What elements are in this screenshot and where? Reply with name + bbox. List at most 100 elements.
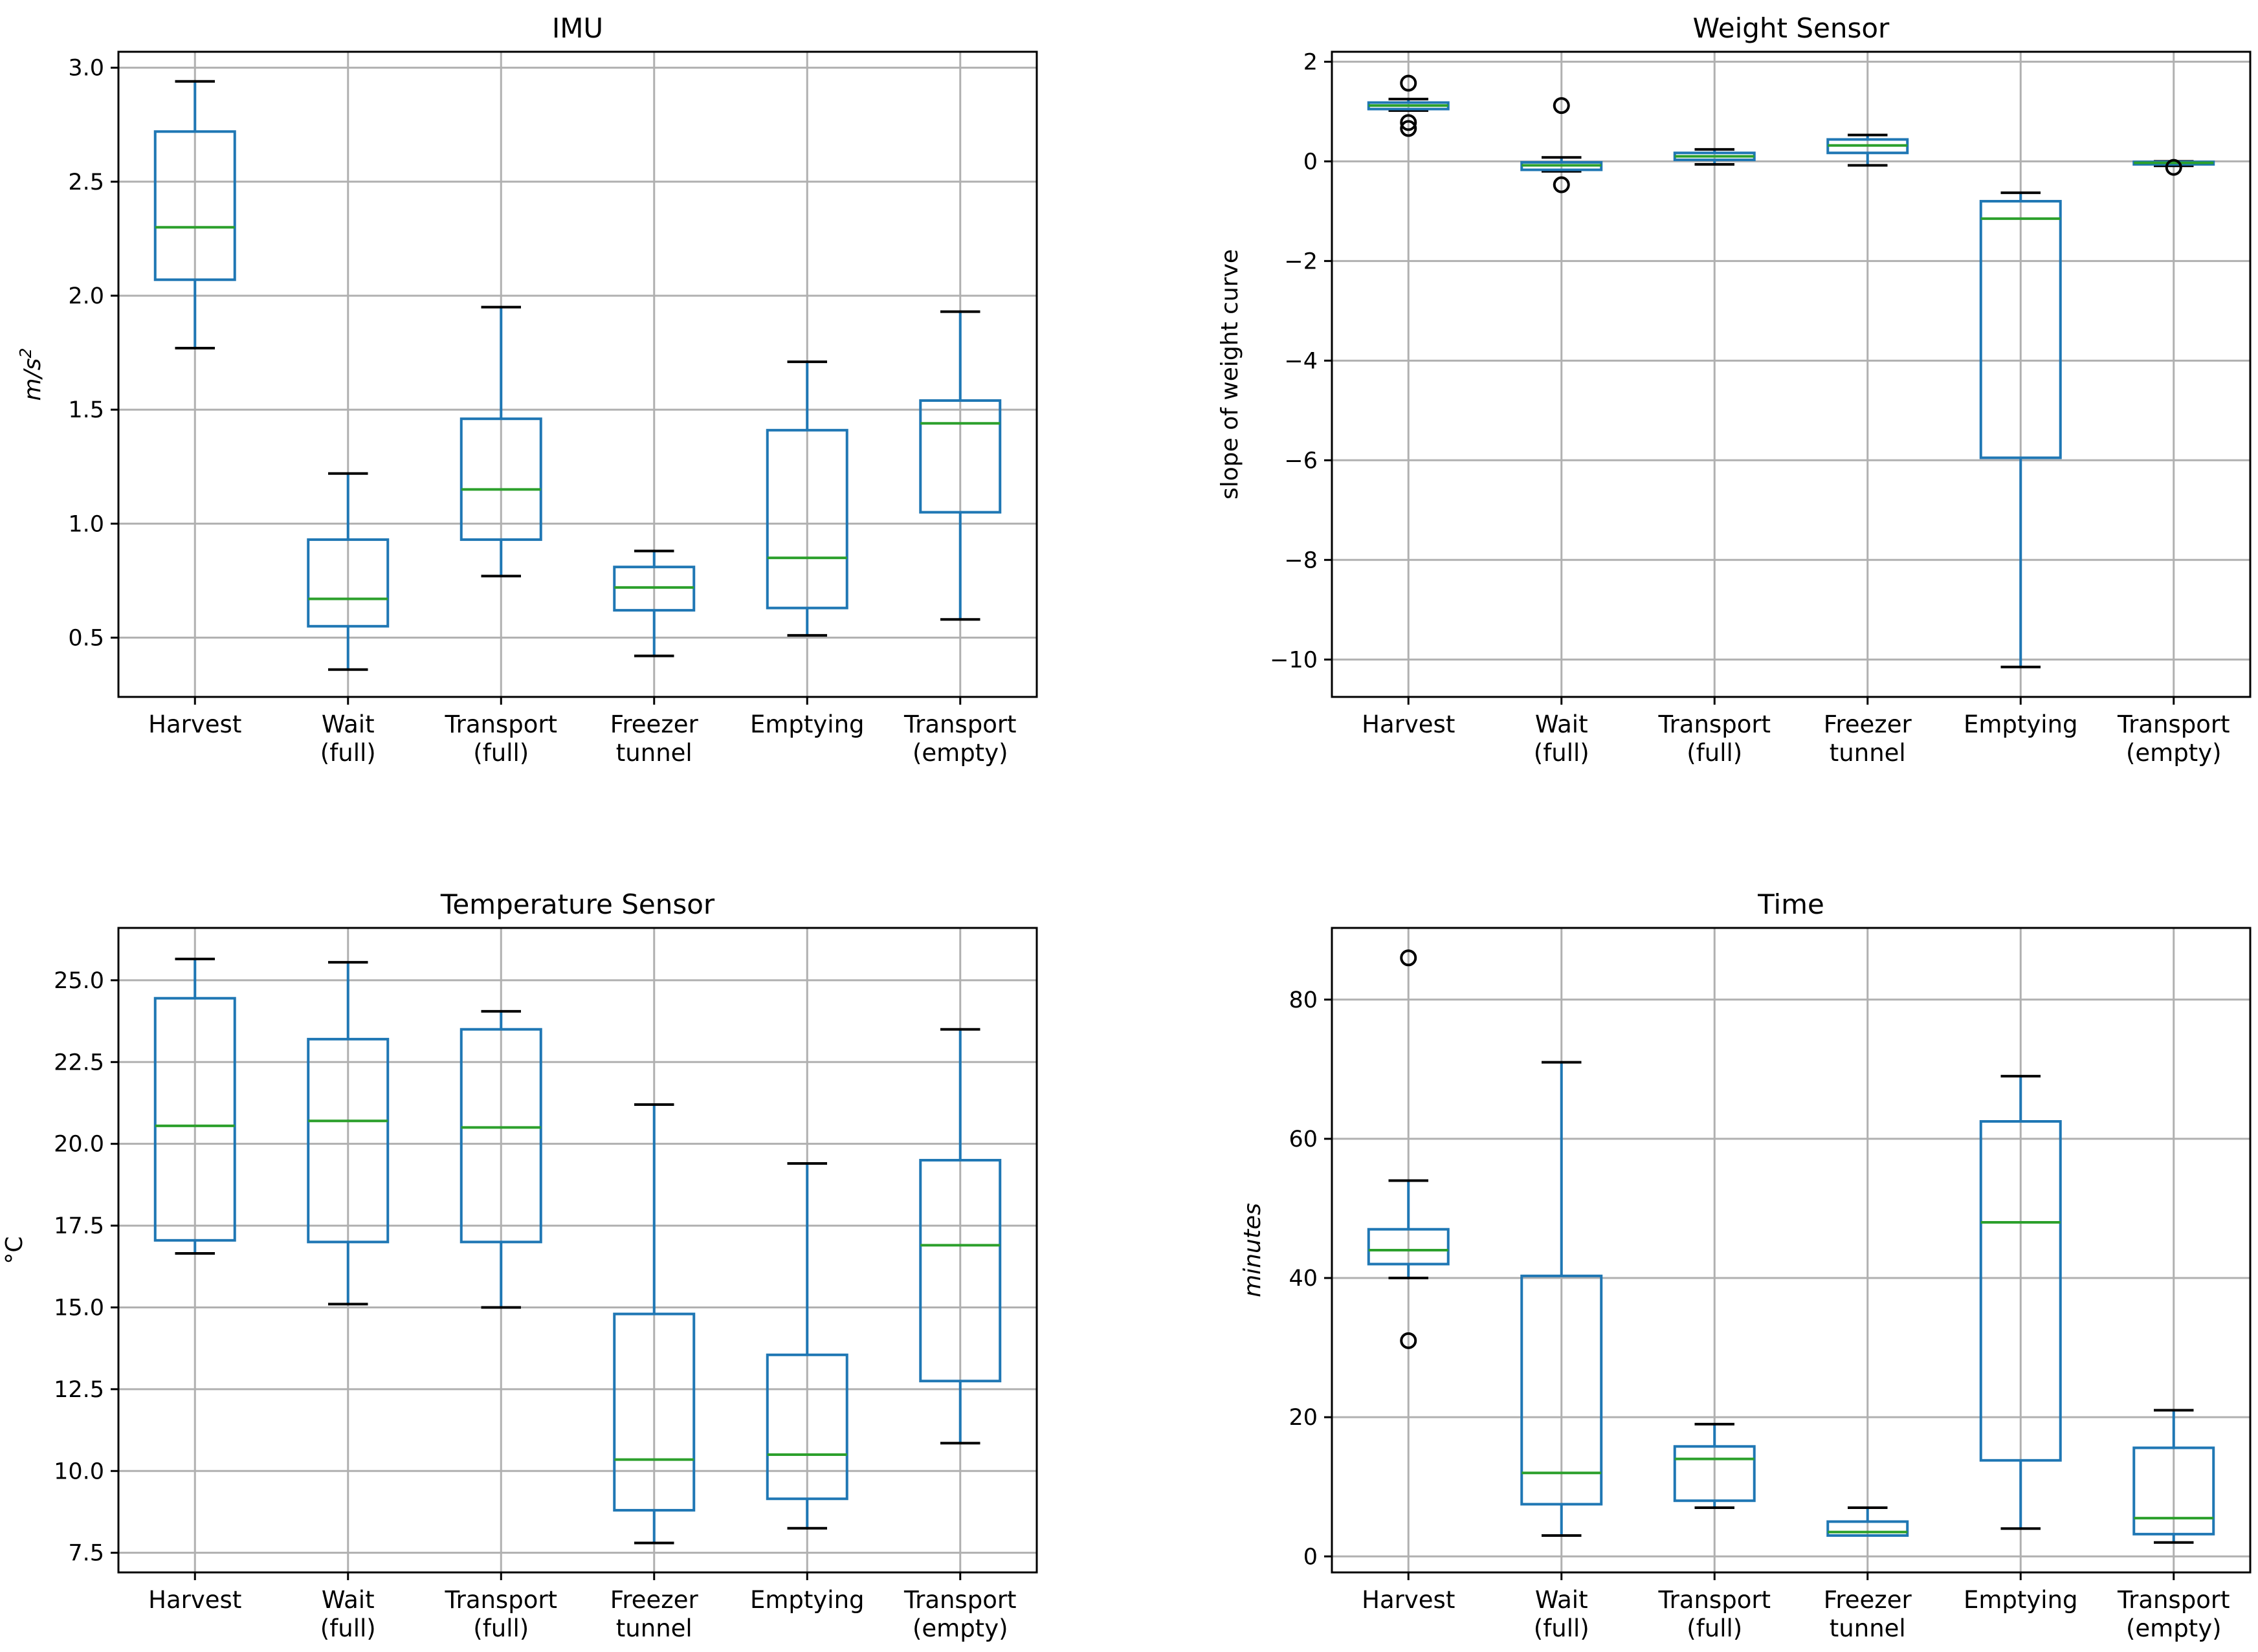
y-tick-label: 15.0 xyxy=(54,1295,104,1321)
x-tick-label: Wait (full) xyxy=(320,1586,376,1642)
box-6 xyxy=(2132,1409,2215,1544)
x-tick-label: Transport (empty) xyxy=(903,710,1017,767)
y-tick-label: 17.5 xyxy=(54,1213,104,1239)
box-1 xyxy=(153,958,236,1255)
outlier-point xyxy=(1400,74,1417,92)
x-tick-label: Freezer tunnel xyxy=(1824,710,1912,767)
box-5 xyxy=(1979,191,2062,668)
outlier-point xyxy=(1553,176,1570,193)
y-tick-label: −4 xyxy=(1284,348,1318,374)
box-6 xyxy=(2132,159,2215,176)
panel-imu: 0.5 1.0 1.5 2.0 2.5 3.0 Harvest Wait (full) Trans… xyxy=(16,12,1038,767)
y-axis-label: minutes xyxy=(1239,1203,1266,1297)
x-tick-label: Transport (full) xyxy=(444,710,557,767)
box-3 xyxy=(1673,1422,1756,1509)
axes-frame xyxy=(117,927,1038,1574)
box-3 xyxy=(1673,148,1756,166)
x-tick-label: Transport (empty) xyxy=(903,1586,1017,1642)
iqr-box xyxy=(153,130,236,281)
x-tick-label: Wait (full) xyxy=(1534,710,1589,767)
x-tick-label: Freezer tunnel xyxy=(610,710,699,767)
y-tick-label: −2 xyxy=(1284,248,1318,274)
y-tick-label: 10.0 xyxy=(54,1459,104,1484)
box-2 xyxy=(307,472,390,671)
y-tick-label: −8 xyxy=(1284,547,1318,573)
chart-title: Time xyxy=(1757,888,1824,920)
box-4 xyxy=(1826,1506,1909,1537)
y-tick-label: −6 xyxy=(1284,448,1318,474)
iqr-box xyxy=(1979,199,2062,459)
iqr-box xyxy=(1367,1228,1450,1266)
outlier-point xyxy=(1553,97,1570,115)
x-tick-label: Harvest xyxy=(1362,1586,1455,1614)
outlier-point xyxy=(2165,159,2182,176)
box-1 xyxy=(1367,74,1450,137)
y-tick-label: 3.0 xyxy=(68,56,104,82)
x-tick-label: Emptying xyxy=(750,1586,865,1614)
iqr-box xyxy=(153,997,236,1242)
iqr-box xyxy=(766,428,848,610)
x-tick-label: Emptying xyxy=(1964,710,2078,738)
y-tick-label: 20.0 xyxy=(54,1132,104,1158)
iqr-box xyxy=(459,417,542,541)
panel-time: 0 20 40 60 80 Harvest Wait (full) Transport (full… xyxy=(1239,888,2252,1642)
y-tick-label: 0 xyxy=(1303,1544,1318,1570)
x-tick-label: Freezer tunnel xyxy=(610,1586,699,1642)
outlier-point xyxy=(1400,120,1417,137)
y-tick-label: 20 xyxy=(1289,1405,1318,1431)
y-tick-label: 7.5 xyxy=(68,1541,104,1567)
x-tick-label: Harvest xyxy=(1362,710,1455,738)
iqr-box xyxy=(2132,1446,2215,1536)
iqr-box xyxy=(1673,1445,1756,1503)
y-tick-label: 2.0 xyxy=(68,283,104,309)
y-axis-label: slope of weight curve xyxy=(1217,249,1243,500)
x-tick-label: Transport (empty) xyxy=(2117,710,2230,767)
box-4 xyxy=(613,1103,696,1545)
box-2 xyxy=(1520,1061,1603,1537)
outlier-point xyxy=(1400,114,1417,131)
axes-frame xyxy=(117,50,1038,698)
box-2 xyxy=(307,961,390,1306)
box-4 xyxy=(1826,133,1909,167)
x-tick-label: Wait (full) xyxy=(1534,1586,1589,1642)
iqr-box xyxy=(919,399,1002,514)
box-1 xyxy=(1367,949,1450,1349)
axes-frame xyxy=(1331,927,2252,1574)
y-tick-label: 12.5 xyxy=(54,1377,104,1403)
iqr-box xyxy=(307,538,390,628)
iqr-box xyxy=(613,1312,696,1512)
box-3 xyxy=(459,1009,542,1309)
box-1 xyxy=(153,80,236,349)
y-tick-label: 1.0 xyxy=(68,511,104,537)
box-3 xyxy=(459,305,542,578)
iqr-box xyxy=(766,1353,848,1501)
y-tick-label: 2 xyxy=(1303,49,1318,75)
y-tick-label: 1.5 xyxy=(68,397,104,423)
x-tick-label: Transport (full) xyxy=(1657,710,1771,767)
outlier-point xyxy=(1400,1332,1417,1349)
iqr-box xyxy=(1520,1274,1603,1506)
x-tick-label: Harvest xyxy=(148,1586,241,1614)
x-tick-label: Emptying xyxy=(1964,1586,2078,1614)
y-tick-label: 60 xyxy=(1289,1127,1318,1152)
iqr-box xyxy=(459,1028,542,1244)
box-4 xyxy=(613,549,696,657)
y-axis-label: °C xyxy=(1,1236,28,1264)
y-axis-label: m/s2 xyxy=(16,348,46,401)
y-tick-label: 80 xyxy=(1289,987,1318,1013)
iqr-box xyxy=(919,1158,1002,1383)
y-tick-label: 22.5 xyxy=(54,1050,104,1075)
x-tick-label: Transport (full) xyxy=(444,1586,557,1642)
iqr-box xyxy=(1826,1520,1909,1537)
box-5 xyxy=(766,1162,848,1530)
panel-weight-sensor: −10 −8 −6 −4 −2 0 2 Harvest Wait (full) Transport(… xyxy=(1217,12,2252,767)
chart-title: Weight Sensor xyxy=(1693,12,1890,44)
box-6 xyxy=(919,310,1002,621)
y-tick-label: 25.0 xyxy=(54,968,104,994)
chart-title: Temperature Sensor xyxy=(440,888,715,920)
x-tick-label: Wait (full) xyxy=(320,710,376,767)
axes-frame xyxy=(1331,50,2252,698)
x-tick-label: Emptying xyxy=(750,710,865,738)
x-tick-label: Freezer tunnel xyxy=(1824,1586,1912,1642)
